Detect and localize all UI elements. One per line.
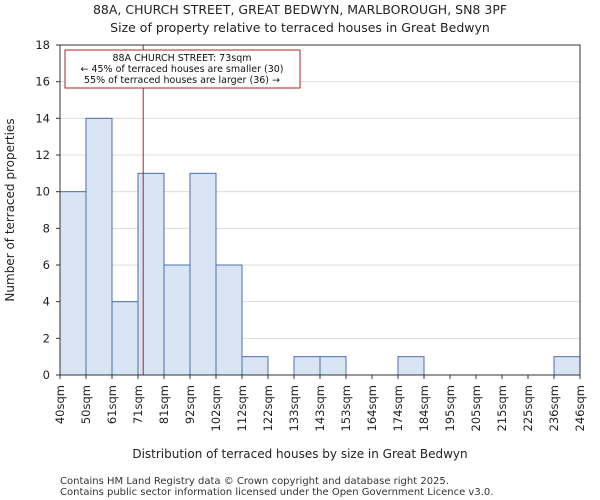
bar-81sqm (163, 264, 191, 376)
y-tick-label: 0 (43, 368, 50, 382)
x-tick-label: 40sqm (53, 385, 67, 424)
x-tick-label: 225sqm (521, 385, 535, 431)
bar-143sqm (319, 356, 347, 376)
y-tick-label: 4 (43, 295, 50, 309)
annotation-line-2: ← 45% of terraced houses are smaller (30… (80, 64, 283, 75)
x-tick-label: 61sqm (105, 385, 119, 424)
x-tick-label: 195sqm (443, 385, 457, 431)
footer-line-1: Contains HM Land Registry data © Crown c… (60, 476, 449, 487)
bar-236sqm (553, 356, 581, 376)
x-tick-label: 215sqm (495, 385, 509, 431)
x-tick-label: 92sqm (183, 385, 197, 424)
x-tick-label: 246sqm (573, 385, 587, 431)
y-tick-label: 2 (43, 331, 50, 345)
x-tick-label: 50sqm (79, 385, 93, 424)
x-tick-label: 236sqm (547, 385, 561, 431)
y-axis-label: Number of terraced properties (3, 118, 17, 301)
y-tick-label: 14 (35, 111, 50, 125)
x-tick-label: 112sqm (235, 385, 249, 431)
annotation-border (64, 49, 301, 89)
bar-71sqm (137, 172, 165, 376)
bar-174sqm (397, 356, 425, 376)
bars-layer (59, 117, 581, 376)
y-tick-label: 12 (35, 148, 50, 162)
y-tick-label: 8 (43, 221, 50, 235)
bar-133sqm (293, 356, 321, 376)
y-tick-label: 18 (35, 38, 50, 52)
x-tick-label: 205sqm (469, 385, 483, 431)
bar-40sqm (59, 191, 87, 376)
chart-title: 88A, CHURCH STREET, GREAT BEDWYN, MARLBO… (93, 2, 507, 17)
x-tick-label: 133sqm (287, 385, 301, 431)
y-tick-label: 16 (35, 75, 50, 89)
y-tick-label: 10 (35, 185, 50, 199)
x-tick-label: 174sqm (391, 385, 405, 431)
x-tick-label: 164sqm (365, 385, 379, 431)
x-tick-label: 102sqm (209, 385, 223, 431)
annotation-line-1: 88A CHURCH STREET: 73sqm (112, 53, 251, 64)
annotation-box: 88A CHURCH STREET: 73sqm ← 45% of terrac… (64, 49, 301, 89)
bar-112sqm (241, 356, 269, 376)
x-tick-label: 143sqm (313, 385, 327, 431)
bar-61sqm (111, 301, 139, 376)
x-tick-label: 122sqm (261, 385, 275, 431)
bar-92sqm (189, 172, 217, 376)
x-tick-label: 81sqm (157, 385, 171, 424)
annotation-line-3: 55% of terraced houses are larger (36) → (84, 75, 280, 86)
bar-102sqm (215, 264, 243, 376)
x-ticks: 40sqm 50sqm 61sqm 71sqm 81sqm 92sqm 102sqm 112s… (53, 375, 587, 431)
x-tick-label: 71sqm (131, 385, 145, 424)
chart-subtitle: Size of property relative to terraced ho… (110, 20, 490, 35)
y-tick-label: 6 (43, 258, 50, 272)
footer-line-2: Contains public sector information licen… (60, 487, 493, 498)
x-tick-label: 153sqm (339, 385, 353, 431)
bar-50sqm (85, 117, 113, 376)
x-axis-label: Distribution of terraced houses by size … (132, 447, 467, 461)
x-tick-label: 184sqm (417, 385, 431, 431)
y-ticks: 0 2 4 6 8 10 12 14 16 18 (35, 38, 60, 382)
